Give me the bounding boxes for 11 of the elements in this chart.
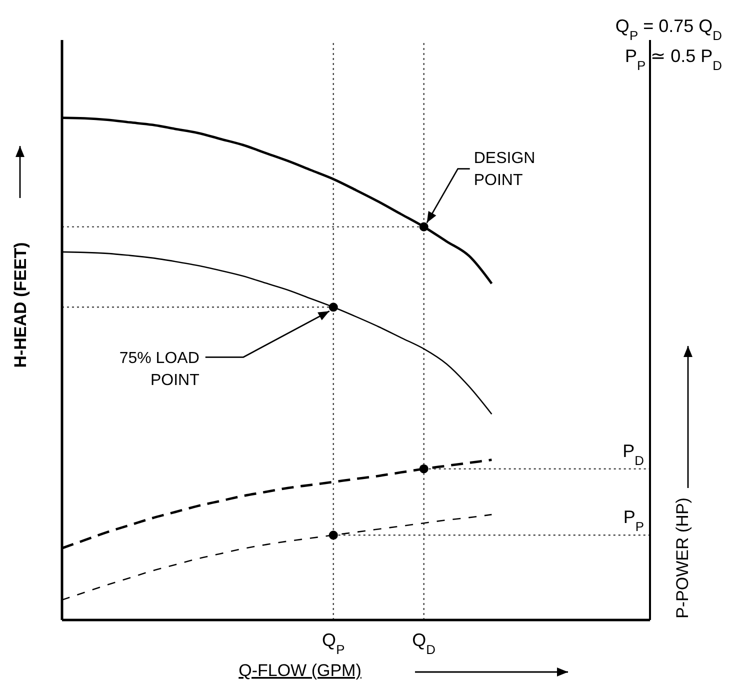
annotation: DESIGN POINT <box>474 150 536 189</box>
y-axis-title: H-HEAD (FEET) <box>11 242 30 368</box>
x-tick-label: Q$_{P}$ <box>322 630 345 656</box>
text: Q$_{P}$ = 0.75 Q$_{D}$ <box>615 16 722 42</box>
annotation: 75% LOAD POINT <box>119 350 200 390</box>
x-axis-title: Q-FLOW (GPM) <box>238 661 362 680</box>
annotation: P$_{P}$ <box>623 507 644 534</box>
annotation: P$_{D}$ <box>622 440 644 468</box>
text: P$_{P}$ ≃ 0.5 P$_{D}$ <box>624 46 722 72</box>
y2-axis-title: P-POWER (HP) <box>673 498 692 618</box>
x-tick-label: Q$_{D}$ <box>412 630 436 656</box>
